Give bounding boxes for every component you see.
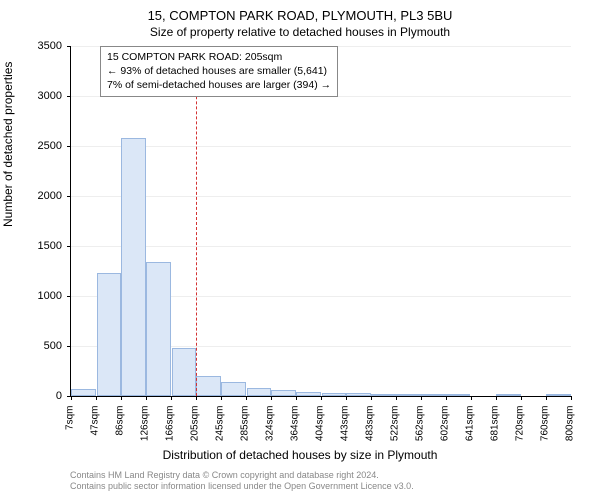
gridline — [71, 196, 571, 197]
xtick-mark — [171, 396, 172, 400]
histogram-bar — [322, 393, 347, 396]
xtick-label: 245sqm — [215, 406, 226, 456]
xtick-mark — [346, 396, 347, 400]
info-line-2: ← 93% of detached houses are smaller (5,… — [107, 64, 331, 78]
plot-area — [70, 46, 571, 397]
xtick-mark — [421, 396, 422, 400]
xtick-label: 47sqm — [90, 406, 101, 456]
footer-line-2: Contains public sector information licen… — [70, 481, 414, 492]
chart-container: 15, COMPTON PARK ROAD, PLYMOUTH, PL3 5BU… — [0, 0, 600, 500]
ytick-label: 2000 — [22, 190, 62, 202]
histogram-bar — [271, 390, 296, 396]
xtick-label: 760sqm — [540, 406, 551, 456]
xtick-mark — [371, 396, 372, 400]
footer-line-1: Contains HM Land Registry data © Crown c… — [70, 470, 414, 481]
ytick-label: 500 — [22, 340, 62, 352]
xtick-label: 205sqm — [190, 406, 201, 456]
xtick-mark — [146, 396, 147, 400]
xtick-label: 404sqm — [315, 406, 326, 456]
histogram-bar — [446, 394, 471, 396]
xtick-label: 641sqm — [465, 406, 476, 456]
xtick-mark — [446, 396, 447, 400]
ytick-mark — [67, 246, 71, 247]
ytick-label: 1500 — [22, 240, 62, 252]
ytick-mark — [67, 196, 71, 197]
histogram-bar — [296, 392, 321, 396]
histogram-bar — [172, 348, 197, 396]
chart-title-sub: Size of property relative to detached ho… — [0, 23, 600, 39]
histogram-bar — [121, 138, 146, 396]
xtick-label: 166sqm — [165, 406, 176, 456]
ytick-label: 3500 — [22, 40, 62, 52]
histogram-bar — [496, 394, 521, 396]
y-axis-label: Number of detached properties — [1, 62, 15, 227]
histogram-bar — [97, 273, 122, 396]
xtick-label: 364sqm — [290, 406, 301, 456]
histogram-bar — [196, 376, 221, 396]
info-box: 15 COMPTON PARK ROAD: 205sqm ← 93% of de… — [100, 46, 338, 97]
histogram-bar — [346, 393, 371, 396]
xtick-label: 443sqm — [340, 406, 351, 456]
xtick-mark — [321, 396, 322, 400]
ytick-mark — [67, 46, 71, 47]
xtick-label: 720sqm — [515, 406, 526, 456]
histogram-bar — [546, 394, 571, 396]
xtick-label: 7sqm — [65, 406, 76, 456]
xtick-mark — [471, 396, 472, 400]
ytick-mark — [67, 96, 71, 97]
reference-line — [196, 46, 197, 396]
xtick-label: 800sqm — [565, 406, 576, 456]
xtick-mark — [71, 396, 72, 400]
footer: Contains HM Land Registry data © Crown c… — [70, 470, 414, 493]
xtick-mark — [121, 396, 122, 400]
histogram-bar — [71, 389, 96, 396]
info-line-1: 15 COMPTON PARK ROAD: 205sqm — [107, 50, 331, 64]
xtick-label: 681sqm — [490, 406, 501, 456]
histogram-bar — [396, 394, 421, 396]
xtick-label: 86sqm — [115, 406, 126, 456]
ytick-label: 3000 — [22, 90, 62, 102]
ytick-mark — [67, 146, 71, 147]
ytick-label: 2500 — [22, 140, 62, 152]
xtick-label: 562sqm — [415, 406, 426, 456]
histogram-bar — [146, 262, 171, 396]
xtick-mark — [296, 396, 297, 400]
xtick-mark — [221, 396, 222, 400]
xtick-mark — [521, 396, 522, 400]
xtick-mark — [196, 396, 197, 400]
histogram-bar — [221, 382, 246, 396]
chart-title-main: 15, COMPTON PARK ROAD, PLYMOUTH, PL3 5BU — [0, 0, 600, 23]
xtick-mark — [546, 396, 547, 400]
ytick-label: 1000 — [22, 290, 62, 302]
xtick-mark — [246, 396, 247, 400]
gridline — [71, 146, 571, 147]
ytick-label: 0 — [22, 390, 62, 402]
xtick-mark — [571, 396, 572, 400]
histogram-bar — [247, 388, 272, 396]
info-line-3: 7% of semi-detached houses are larger (3… — [107, 78, 331, 92]
xtick-mark — [96, 396, 97, 400]
plot-wrap — [70, 46, 570, 396]
gridline — [71, 246, 571, 247]
xtick-label: 522sqm — [390, 406, 401, 456]
xtick-label: 126sqm — [140, 406, 151, 456]
xtick-mark — [496, 396, 497, 400]
xtick-label: 324sqm — [265, 406, 276, 456]
xtick-label: 483sqm — [365, 406, 376, 456]
xtick-mark — [271, 396, 272, 400]
xtick-label: 285sqm — [240, 406, 251, 456]
histogram-bar — [371, 394, 396, 396]
ytick-mark — [67, 346, 71, 347]
histogram-bar — [421, 394, 446, 396]
ytick-mark — [67, 296, 71, 297]
xtick-label: 602sqm — [440, 406, 451, 456]
xtick-mark — [396, 396, 397, 400]
